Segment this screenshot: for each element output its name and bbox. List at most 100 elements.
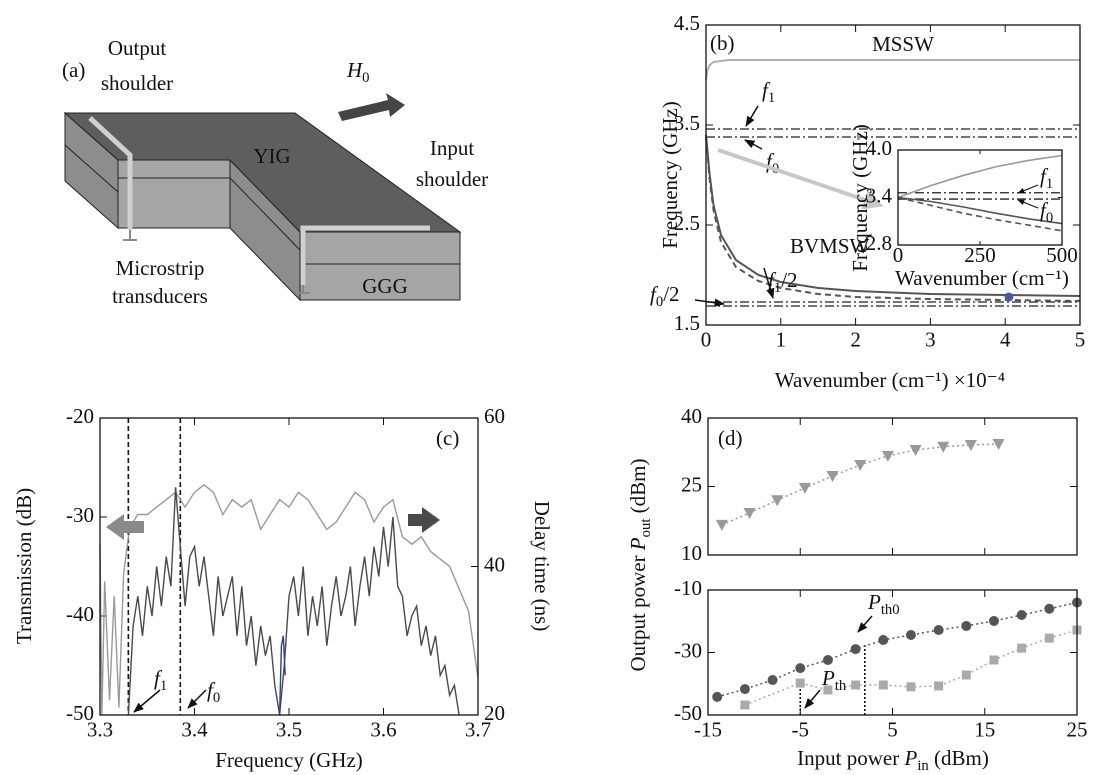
label-part: f	[762, 78, 771, 102]
x-tick-label: 5	[1075, 328, 1086, 352]
marker	[823, 685, 833, 695]
label-part: f	[650, 282, 659, 306]
x-tick-label: 0	[701, 328, 712, 352]
y-tick-label: 1.5	[674, 311, 700, 335]
marker	[854, 460, 867, 472]
y2-tick-label: 40	[484, 552, 505, 576]
marker	[878, 680, 888, 690]
plot-area	[897, 154, 1063, 232]
marker	[933, 625, 944, 635]
marker	[961, 670, 971, 680]
x-tick-label: 5	[887, 718, 898, 742]
chart: 1.52.53.54.50 1 2 3 4 5(b) MSSWBVMSWFrequency …	[650, 11, 1085, 392]
y-tick-label: -40	[66, 602, 94, 626]
label-part: Output power	[626, 550, 650, 671]
label-part: /2	[781, 268, 797, 292]
x-tick-label: -5	[792, 718, 810, 742]
annotation-arrow	[857, 615, 873, 633]
plot-frame	[99, 417, 479, 716]
panel-label: (a)	[62, 58, 85, 82]
y-tick-label: 40	[681, 404, 702, 428]
marker	[964, 439, 977, 451]
reference-label: f1	[762, 78, 775, 107]
region-label: Input	[430, 136, 474, 160]
region-label: Microstrip	[116, 256, 205, 280]
layer-label: YIG	[253, 144, 290, 168]
y-axis-label: Output power Pout (dBm)	[626, 458, 655, 671]
field-label: H0	[346, 58, 370, 87]
label-part: f	[1040, 164, 1049, 188]
marker	[712, 691, 723, 702]
subscript: 0	[1046, 210, 1053, 226]
series-connector	[721, 443, 999, 526]
reference-label: Pth	[821, 666, 847, 695]
subscript: 1	[160, 678, 167, 694]
annotation-arrow	[1017, 199, 1039, 209]
marker	[798, 482, 811, 494]
x-tick-label: 3.3	[87, 718, 113, 742]
annotation-arrow	[133, 689, 161, 713]
subscript: th	[835, 678, 847, 694]
x-axis-label: Input power Pin (dBm)	[797, 746, 989, 775]
annotation-arrow	[763, 267, 775, 300]
series-connector	[744, 629, 1078, 706]
reference-label: f0	[207, 678, 220, 707]
series-line	[897, 196, 1063, 232]
y-tick-label: -30	[674, 638, 702, 662]
x-tick-label: 3.4	[181, 718, 208, 742]
y2-axis-label: Delay time (ns)	[530, 501, 554, 632]
marker	[909, 444, 922, 456]
reference-label: f0/2	[650, 282, 680, 311]
marker	[881, 450, 894, 462]
label-part: H	[346, 58, 364, 82]
reference-label: f0	[1040, 198, 1053, 227]
series-label: BVMSW	[790, 234, 870, 258]
x-tick-label: 0	[893, 243, 904, 267]
marker	[905, 630, 916, 640]
x-tick-label: 250	[964, 243, 996, 267]
label-part: P	[903, 746, 917, 770]
label-part: Input power	[797, 746, 904, 770]
label-part: f	[207, 678, 216, 702]
marker	[992, 439, 1005, 451]
y-tick-label: -10	[674, 576, 702, 600]
marker	[715, 519, 728, 531]
marker	[1044, 633, 1054, 643]
series-line	[897, 196, 1063, 225]
y-tick-label: -30	[66, 503, 94, 527]
y-tick-label: 25	[681, 472, 702, 496]
annotation-arrow	[187, 689, 207, 709]
series-line	[278, 635, 286, 716]
label-part: P	[867, 590, 881, 614]
annotation-arrow	[745, 105, 759, 127]
subscript: th0	[881, 602, 900, 618]
annotation-arrow	[804, 689, 821, 709]
annotation-arrow	[694, 298, 726, 307]
x-axis-label: Wavenumber (cm⁻¹)	[895, 266, 1069, 290]
x-tick-label: 3	[925, 328, 936, 352]
x-tick-label: 2	[850, 328, 861, 352]
label-part: P	[626, 537, 650, 551]
marker	[795, 663, 806, 674]
direction-arrow	[106, 514, 144, 540]
marker	[934, 681, 944, 691]
panel-a-drawing	[63, 93, 462, 302]
y-tick-label: 3.5	[674, 111, 700, 135]
marker	[989, 655, 999, 665]
subscript: in	[917, 758, 929, 774]
series-line	[127, 487, 460, 716]
x-axis-label: Frequency (GHz)	[215, 748, 363, 772]
x-tick-label: 3.7	[465, 718, 491, 742]
y-axis-label: Frequency (GHz)	[658, 101, 682, 249]
y-tick-label: 4.0	[866, 136, 892, 160]
subscript: 0	[362, 70, 369, 86]
y-tick-label: -50	[674, 701, 702, 725]
label-part: f	[154, 666, 163, 690]
y-tick-label: 2.8	[866, 231, 892, 255]
plot-frame	[707, 589, 1078, 716]
subscript: 1	[774, 280, 781, 296]
direction-arrow	[408, 507, 440, 533]
reference-label: Pth0	[867, 590, 900, 619]
y2-tick-label: 20	[484, 701, 505, 725]
marker	[937, 441, 950, 453]
